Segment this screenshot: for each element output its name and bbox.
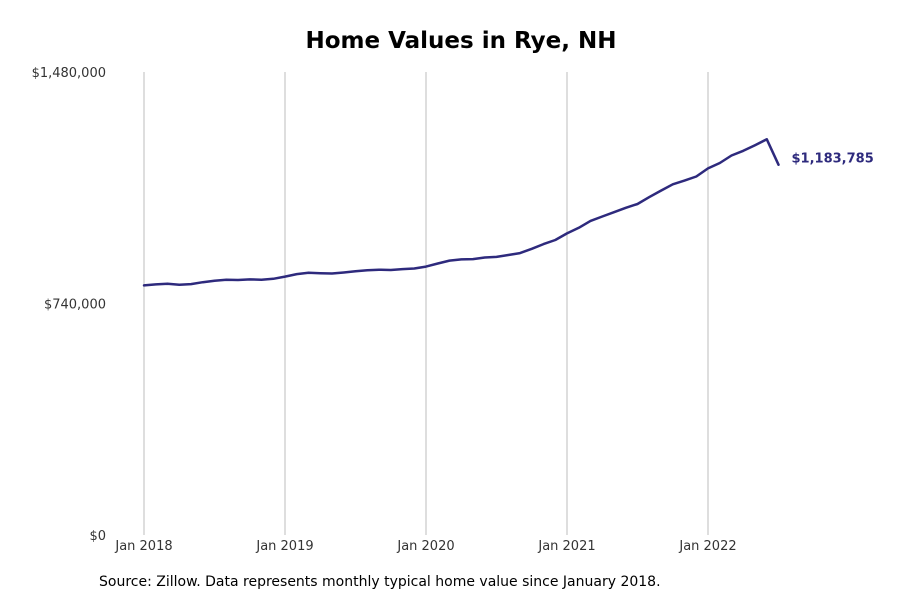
x-axis: Jan 2018 Jan 2019 Jan 2020 Jan 2021 Jan 2022 <box>114 539 736 554</box>
x-tick-label: Jan 2018 <box>114 539 172 554</box>
x-tick-label: Jan 2019 <box>255 539 313 554</box>
y-tick-label: $740,000 <box>44 298 106 313</box>
x-tick-label: Jan 2022 <box>678 539 736 554</box>
y-tick-label: $0 <box>89 529 106 544</box>
series-line <box>142 138 780 287</box>
gridlines <box>143 72 709 535</box>
end-value-label: $1,183,785 <box>792 152 874 167</box>
x-tick-label: Jan 2020 <box>396 539 454 554</box>
source-note: Source: Zillow. Data represents monthly … <box>99 574 661 590</box>
y-tick-label: $1,480,000 <box>32 66 106 81</box>
x-tick-label: Jan 2021 <box>537 539 595 554</box>
y-axis: $0 $740,000 $1,480,000 <box>32 66 106 544</box>
chart-title: Home Values in Rye, NH <box>305 28 617 54</box>
